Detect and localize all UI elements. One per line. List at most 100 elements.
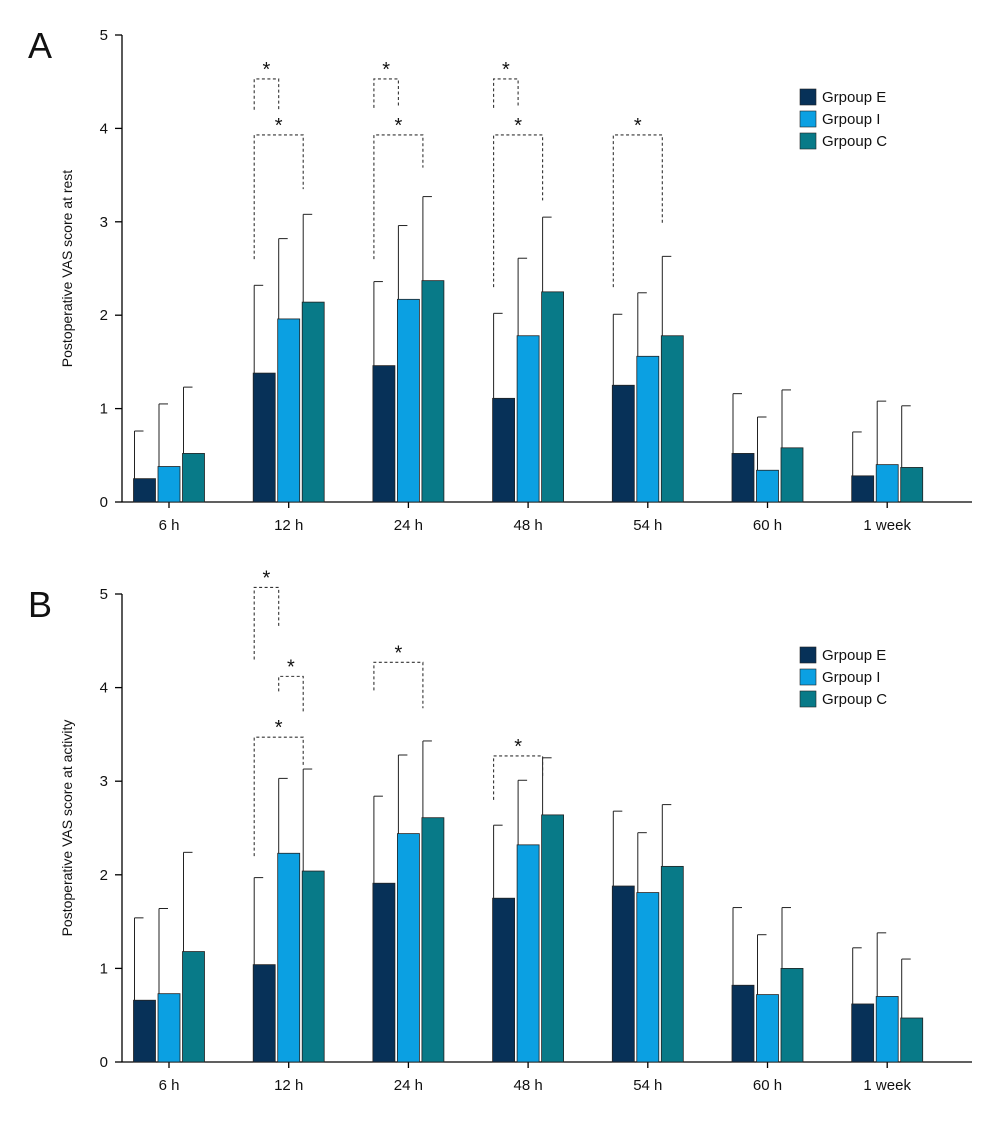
- bar-e: [133, 999, 156, 1063]
- y-tick-label: 3: [100, 773, 108, 790]
- legend-label: Grpoup I: [822, 111, 880, 128]
- bar-i: [396, 298, 420, 503]
- significance-bracket: [373, 661, 424, 709]
- legend-swatch-e: [799, 88, 817, 106]
- significance-bracket: [493, 134, 544, 288]
- y-tick-label: 4: [100, 680, 108, 697]
- bar-i: [875, 996, 899, 1063]
- bar-i: [636, 892, 660, 1063]
- x-tick-label: 60 h: [753, 1077, 782, 1094]
- bar-c: [541, 291, 564, 503]
- legend-label: Grpoup E: [822, 89, 886, 106]
- bar-i: [875, 464, 899, 503]
- y-tick-label: 1: [100, 960, 108, 977]
- x-tick-label: 12 h: [274, 517, 303, 534]
- x-tick-label: 6 h: [159, 517, 180, 534]
- y-tick-label: 1: [100, 401, 108, 418]
- y-axis-label: Postoperative VAS score at activity: [59, 720, 75, 937]
- panel-label: B: [28, 584, 52, 625]
- legend-label: Grpoup C: [822, 691, 887, 708]
- bar-i: [157, 466, 181, 503]
- bar-c: [421, 280, 445, 503]
- legend: Grpoup E Grpoup I Grpoup C: [799, 88, 887, 150]
- legend: Grpoup E Grpoup I Grpoup C: [799, 646, 887, 708]
- significance-bracket: [493, 78, 519, 108]
- bar-i: [277, 852, 301, 1063]
- significance-bracket: [493, 755, 544, 800]
- x-tick-label: 54 h: [633, 517, 662, 534]
- x-tick-label: 24 h: [394, 517, 423, 534]
- y-tick-label: 2: [100, 307, 108, 324]
- bar-c: [421, 817, 445, 1063]
- significance-bracket: [253, 736, 304, 857]
- y-axis-label: Postoperative VAS score at rest: [59, 170, 75, 367]
- y-tick-label: 5: [100, 586, 108, 603]
- legend-label: Grpoup E: [822, 647, 886, 664]
- bar-c: [900, 467, 924, 503]
- bar-c: [301, 301, 325, 503]
- bar-e: [851, 1003, 875, 1063]
- x-tick-label: 60 h: [753, 517, 782, 534]
- y-tick-label: 5: [100, 27, 108, 44]
- x-tick-label: 12 h: [274, 1077, 303, 1094]
- bar-i: [277, 318, 301, 503]
- bar-c: [780, 447, 804, 503]
- significance-star: *: [263, 567, 271, 589]
- significance-star: *: [275, 717, 283, 739]
- significance-star: *: [275, 115, 283, 137]
- y-tick-label: 4: [100, 120, 108, 137]
- bar-e: [252, 372, 276, 503]
- bar-e: [731, 453, 755, 503]
- significance-bracket: [612, 134, 663, 288]
- legend-swatch-i: [799, 668, 817, 686]
- bar-i: [396, 833, 420, 1063]
- y-tick-label: 0: [100, 1054, 108, 1071]
- bar-i: [756, 469, 779, 503]
- bar-i: [516, 335, 540, 503]
- significance-bracket: [373, 78, 399, 108]
- significance-star: *: [514, 115, 522, 137]
- significance-star: *: [634, 115, 642, 137]
- x-tick-label: 24 h: [394, 1077, 423, 1094]
- bar-e: [851, 475, 875, 503]
- significance-bracket: [253, 78, 280, 110]
- y-tick-label: 2: [100, 867, 108, 884]
- bar-e: [372, 365, 396, 503]
- bar-c: [660, 335, 684, 503]
- legend-swatch-c: [799, 690, 817, 708]
- y-tick-label: 0: [100, 494, 108, 511]
- bar-e: [133, 478, 156, 503]
- bar-e: [731, 984, 755, 1063]
- bar-c: [182, 453, 205, 503]
- chart-panel-a: A 0 1 2 3 4 5 Postoperative VAS score at rest 6 …: [28, 25, 972, 534]
- bar-e: [252, 964, 276, 1063]
- significance-star: *: [395, 115, 403, 137]
- legend-swatch-c: [799, 132, 817, 150]
- y-tick-label: 3: [100, 214, 108, 231]
- bar-e: [611, 885, 635, 1063]
- x-tick-label: 1 week: [863, 1077, 911, 1094]
- bar-i: [157, 993, 181, 1063]
- bar-i: [516, 844, 540, 1063]
- legend-swatch-e: [799, 646, 817, 664]
- bar-c: [301, 870, 325, 1063]
- bar-i: [636, 355, 660, 503]
- x-tick-label: 48 h: [513, 517, 542, 534]
- significance-bracket: [373, 134, 424, 260]
- legend-label: Grpoup I: [822, 669, 880, 686]
- significance-bracket: [253, 134, 304, 260]
- x-tick-label: 6 h: [159, 1077, 180, 1094]
- bar-c: [660, 865, 684, 1063]
- significance-bracket: [278, 675, 304, 714]
- significance-bracket: [253, 586, 280, 660]
- legend-swatch-i: [799, 110, 817, 128]
- bar-c: [182, 951, 205, 1063]
- x-tick-label: 48 h: [513, 1077, 542, 1094]
- bar-e: [492, 397, 516, 503]
- significance-star: *: [287, 656, 295, 678]
- bar-e: [611, 384, 635, 503]
- bar-e: [372, 882, 396, 1063]
- chart-panel-b: B 0 1 2 3 4 5 Postoperative VAS score at activi…: [28, 567, 972, 1094]
- bar-c: [900, 1017, 924, 1063]
